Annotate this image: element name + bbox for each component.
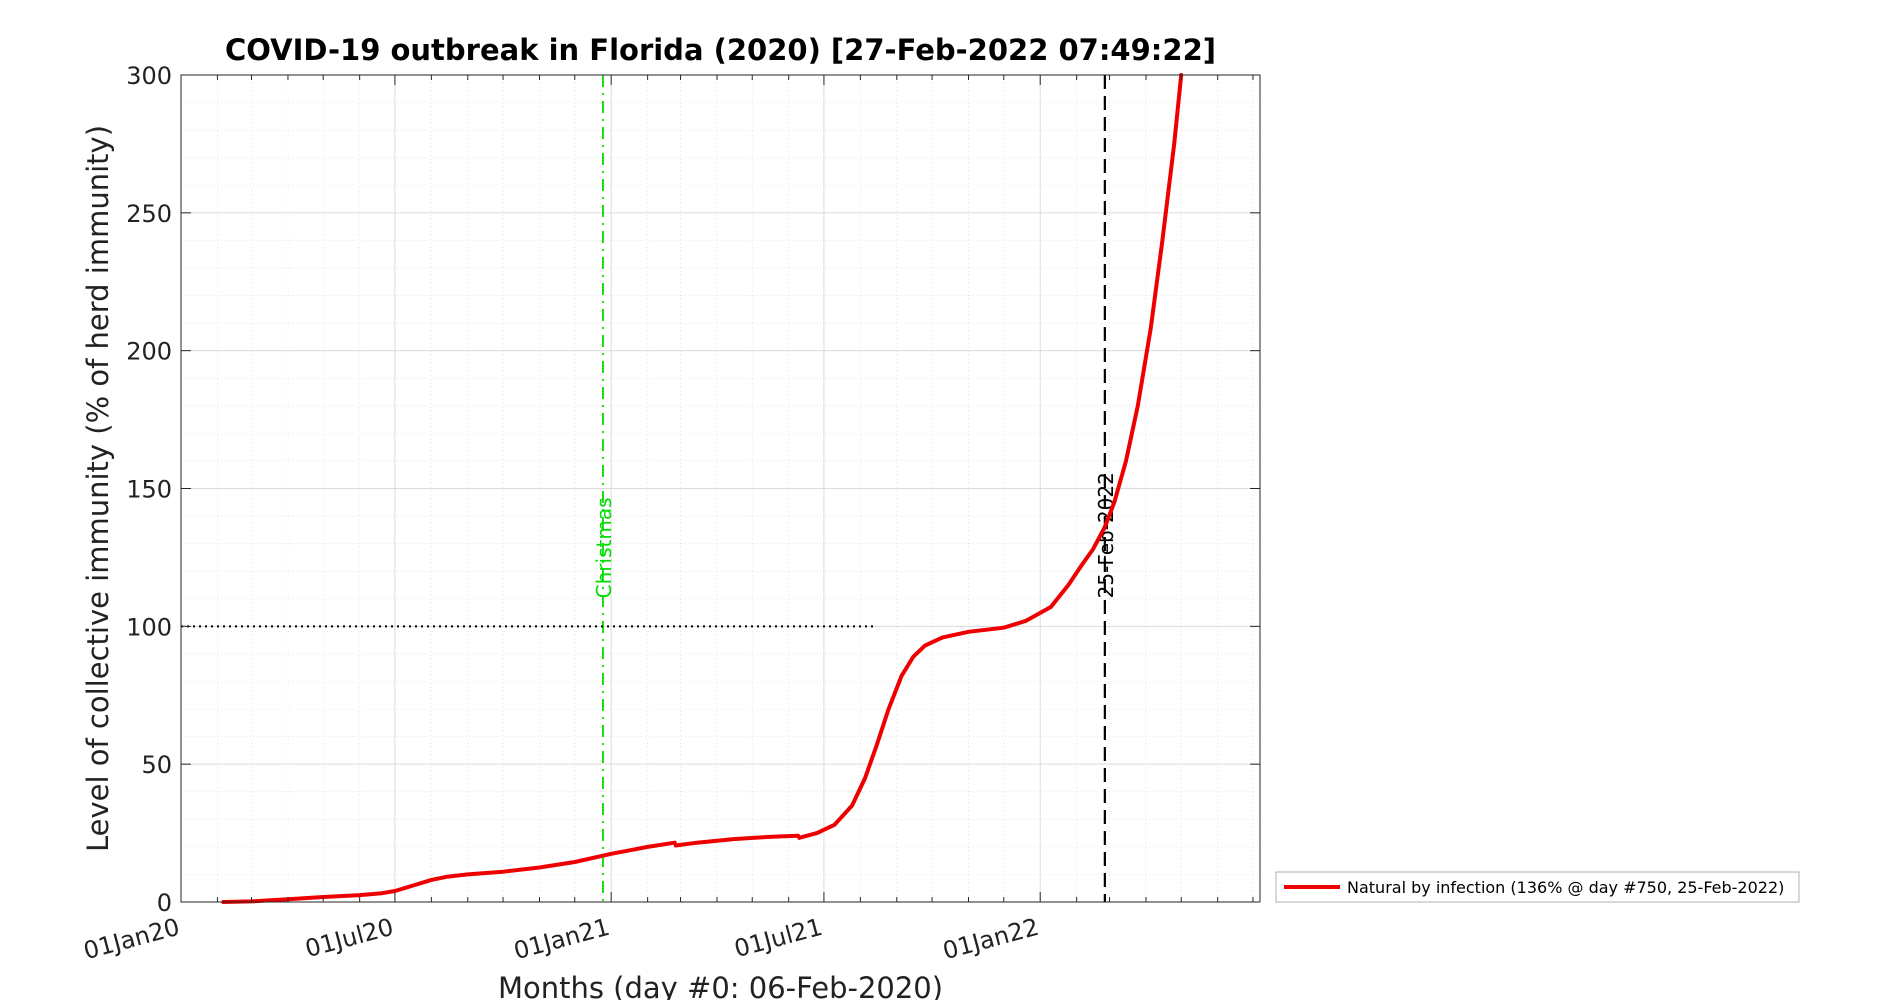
- reference-lines-layer: Christmas 25-Feb-2022: [181, 75, 1118, 902]
- y-tick-label: 200: [126, 338, 172, 366]
- x-tick-label: 01Jan20: [81, 913, 183, 965]
- series-line: [797, 73, 1184, 840]
- reference-line-label: Christmas: [592, 497, 616, 598]
- x-axis-label: Months (day #0: 06-Feb-2020): [498, 971, 943, 1000]
- y-tick-label: 250: [126, 200, 172, 228]
- y-tick-label: 150: [126, 476, 172, 504]
- chart-title: COVID-19 outbreak in Florida (2020) [27-…: [225, 33, 1216, 67]
- legend-box: [1275, 871, 1800, 903]
- y-tick-label: 100: [126, 613, 172, 641]
- y-tick-label: 300: [126, 62, 172, 90]
- x-tick-label: 01Jul21: [731, 913, 825, 963]
- series-line: [221, 840, 677, 904]
- x-tick-label: 01Jan22: [940, 913, 1042, 965]
- x-tick-label: 01Jul20: [302, 913, 396, 963]
- y-tick-label: 0: [157, 889, 172, 917]
- legend: Natural by infection (136% @ day #750, 2…: [1275, 871, 1800, 903]
- series-line: [673, 833, 801, 848]
- y-tick-label: 50: [141, 751, 172, 779]
- ticks-layer: 0 50 100 150 200 250 300 01Jan20 01Jul20 01Jan21 0…: [81, 62, 1260, 965]
- series-layer: [221, 73, 1184, 904]
- legend-entry-label: Natural by infection (136% @ day #750, 2…: [1347, 878, 1784, 897]
- y-axis-label: Level of collective immunity (% of herd …: [81, 125, 115, 852]
- x-tick-label: 01Jan21: [511, 913, 613, 965]
- reference-line-label: 25-Feb-2022: [1094, 472, 1118, 598]
